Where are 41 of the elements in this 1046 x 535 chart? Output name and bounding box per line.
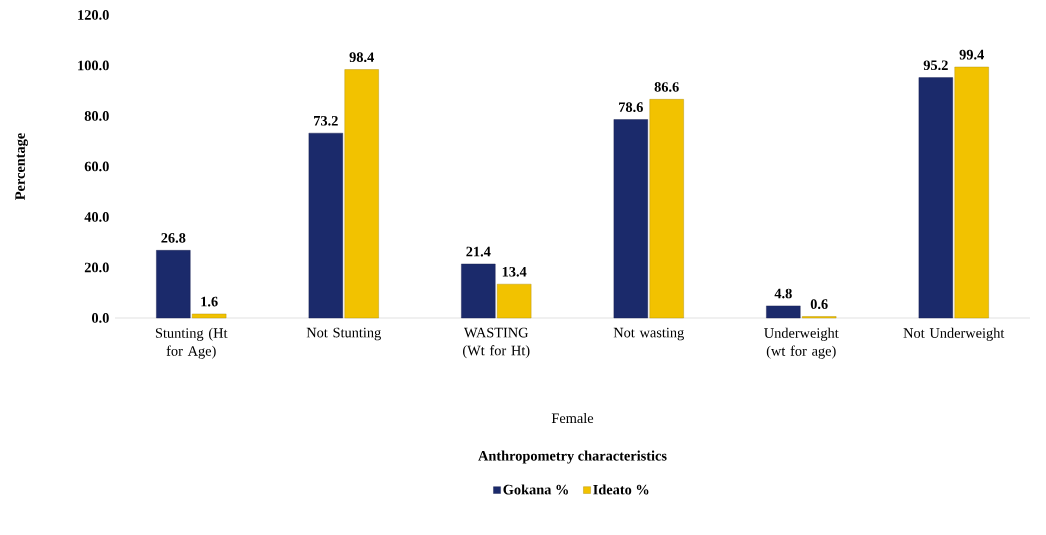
data-label: 1.6: [201, 296, 218, 307]
bar: [613, 119, 648, 319]
bar: [308, 132, 343, 319]
y-tick-label: 20.0: [84, 262, 109, 273]
text: Female: [551, 412, 594, 424]
data-label: 4.8: [774, 288, 792, 299]
x-tick-label: Stunting (Ht for Age): [155, 327, 228, 359]
bar: [766, 305, 801, 319]
legend-label: Ideato %: [593, 484, 649, 495]
data-label: 0.6: [810, 299, 828, 309]
x-tick-label: Not Stunting: [306, 327, 381, 341]
data-label: 73.2: [314, 115, 338, 126]
legend-label: Gokana %: [503, 484, 568, 495]
bar: [156, 250, 191, 319]
x-tick-label: Not Underweight: [903, 327, 1005, 341]
text: Anthropometry characteristics: [478, 450, 667, 464]
data-label: 78.6: [619, 102, 643, 113]
bar: [497, 283, 532, 319]
y-tick-label: 40.0: [84, 212, 109, 222]
x-tick-label: Not wasting: [613, 327, 684, 341]
data-label: 99.4: [959, 49, 984, 60]
x-tick-label: Underweight (wt for age): [764, 327, 839, 359]
x-tick-label: WASTING (Wt for Ht): [463, 327, 530, 359]
y-axis-title: Percentage: [15, 133, 28, 200]
y-tick-label: 80.0: [84, 111, 109, 121]
bar: [649, 99, 684, 319]
y-tick-label: 60.0: [84, 161, 109, 172]
y-tick-label: 0.0: [91, 313, 109, 323]
bar: [192, 313, 227, 319]
bar: [461, 263, 496, 319]
data-label: 21.4: [466, 246, 491, 257]
bar: [954, 66, 989, 319]
bar: [918, 77, 953, 319]
data-label: 26.8: [161, 233, 186, 243]
y-tick-label: 100.0: [78, 60, 109, 71]
data-label: 98.4: [349, 52, 374, 63]
data-label: 95.2: [923, 60, 948, 71]
data-label: 86.6: [654, 82, 679, 92]
y-tick-label: 120.0: [78, 10, 109, 20]
data-label: 13.4: [502, 266, 527, 277]
bar: [344, 69, 379, 319]
